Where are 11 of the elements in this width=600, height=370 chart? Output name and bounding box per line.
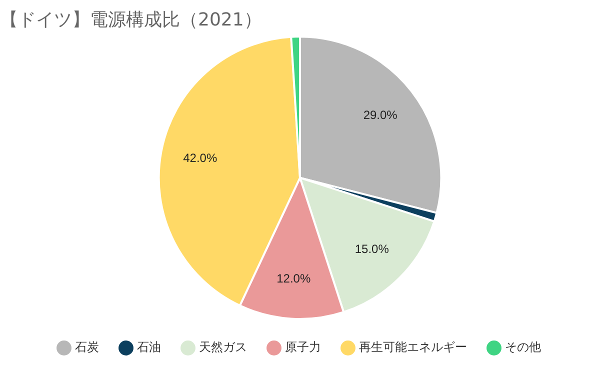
data-label: 15.0% — [354, 242, 390, 256]
legend-label: その他 — [505, 340, 541, 354]
legend-label: 石炭 — [75, 340, 99, 354]
data-label: 29.0% — [363, 108, 398, 122]
chart-title: 【ドイツ】電源構成比（2021） — [0, 9, 262, 30]
legend-label: 天然ガス — [199, 340, 247, 354]
data-label: 42.0% — [183, 151, 218, 166]
legend-label: 再生可能エネルギー — [359, 340, 467, 354]
data-label: 12.0% — [276, 272, 311, 286]
legend-label: 石油 — [137, 340, 161, 354]
legend-label: 原子力 — [285, 340, 321, 354]
